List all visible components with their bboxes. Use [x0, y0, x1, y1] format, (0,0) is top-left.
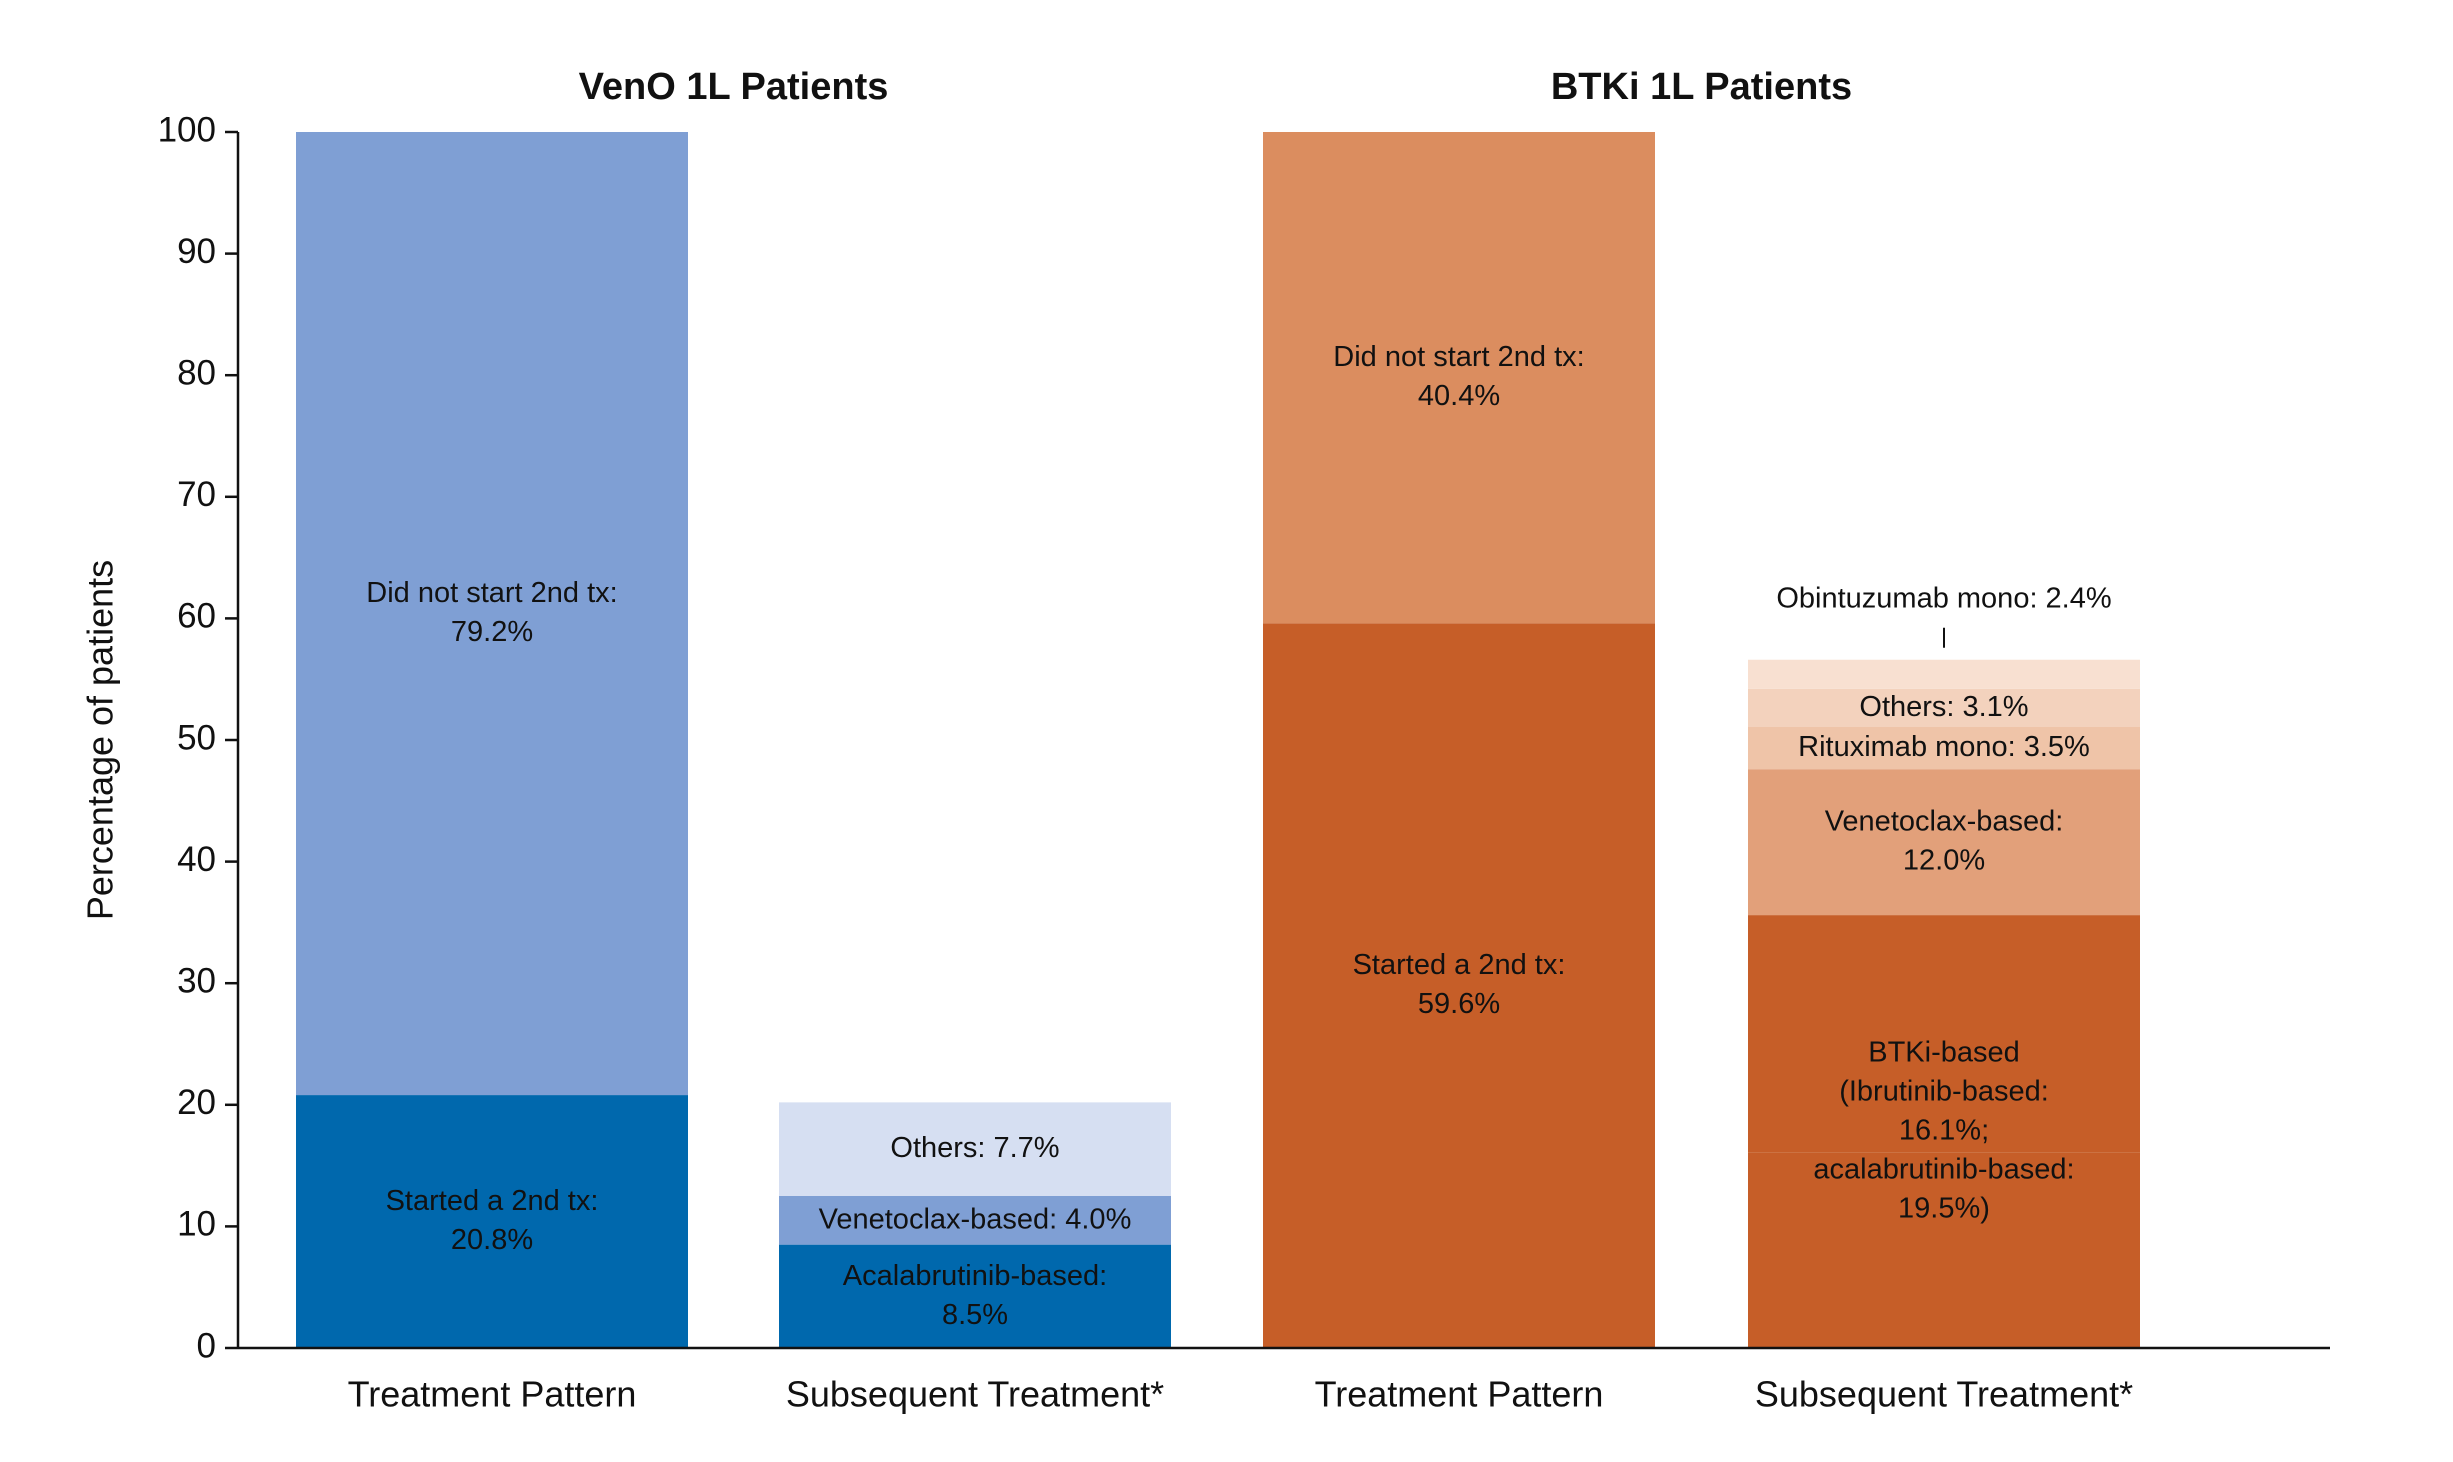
segment-label: 20.8%	[451, 1224, 533, 1256]
label-part: 16.1%;	[1899, 1114, 1989, 1146]
label-part: 3.5%	[2024, 731, 2090, 763]
label-part: Others:	[890, 1132, 985, 1164]
bar-segment	[1748, 726, 2140, 770]
segment-label: acalabrutinib-based:	[1813, 1153, 2074, 1185]
x-tick-label: Treatment Pattern	[348, 1374, 637, 1415]
segment-label: 79.2%	[451, 616, 533, 648]
label-part: Did not start 2nd tx:	[366, 577, 617, 609]
bar-segment	[779, 1102, 1171, 1196]
label-part: Acalabrutinib-based:	[843, 1259, 1107, 1291]
segment-label: (Ibrutinib-based:	[1839, 1075, 2049, 1107]
segment-label: Obintuzumab mono: 2.4%	[1776, 582, 2111, 614]
label-part: (Ibrutinib-based:	[1839, 1075, 2049, 1107]
segment-label: 19.5%)	[1898, 1192, 1990, 1224]
bar-segment	[1263, 623, 1655, 1348]
bar-segment	[1263, 132, 1655, 624]
segment-label: 16.1%;	[1899, 1114, 1989, 1146]
label-part: Obintuzumab mono:	[1776, 582, 2037, 614]
label-part: Did not start 2nd tx:	[1333, 341, 1584, 373]
label-part: BTKi-based	[1868, 1036, 2020, 1068]
label-part: Others:	[1859, 690, 1954, 722]
x-tick-label: Subsequent Treatment*	[786, 1374, 1164, 1415]
segment-label: Did not start 2nd tx:	[1333, 341, 1584, 373]
y-tick-label: 20	[177, 1083, 216, 1122]
label-part: Started a 2nd tx:	[386, 1185, 599, 1217]
label-part: 59.6%	[1418, 988, 1500, 1020]
label-part: Venetoclax-based:	[819, 1203, 1058, 1235]
label-part: 19.5%)	[1898, 1192, 1990, 1224]
label-part: 20.8%	[451, 1224, 533, 1256]
y-tick-label: 30	[177, 961, 216, 1000]
label-part: Started a 2nd tx:	[1353, 949, 1566, 981]
segment-label: Others: 7.7%	[890, 1132, 1059, 1164]
y-axis-label: Percentage of patients	[80, 560, 121, 920]
bar-segment	[1748, 915, 2140, 1153]
label-part: 8.5%	[942, 1298, 1008, 1330]
y-tick-label: 50	[177, 718, 216, 757]
label-part: Rituximab mono:	[1798, 731, 2016, 763]
y-tick-label: 0	[197, 1326, 216, 1365]
segment-label: Started a 2nd tx:	[1353, 949, 1566, 981]
y-tick-label: 80	[177, 353, 216, 392]
label-part: 3.1%	[1962, 690, 2028, 722]
segment-label: BTKi-based	[1868, 1036, 2020, 1068]
segment-label: 12.0%	[1903, 844, 1985, 876]
segment-label: 59.6%	[1418, 988, 1500, 1020]
segment-label: Others: 3.1%	[1859, 690, 2028, 722]
bar-segment	[779, 1244, 1171, 1348]
label-part: Venetoclax-based:	[1825, 805, 2064, 837]
segment-label: 8.5%	[942, 1298, 1008, 1330]
x-tick-label: Subsequent Treatment*	[1755, 1374, 2133, 1415]
segment-label: Acalabrutinib-based:	[843, 1259, 1107, 1291]
label-part: 4.0%	[1065, 1203, 1131, 1235]
y-tick-label: 40	[177, 840, 216, 879]
bar-segment	[1748, 1152, 2140, 1348]
label-part: 2.4%	[2046, 582, 2112, 614]
y-tick-label: 60	[177, 597, 216, 636]
label-part: acalabrutinib-based:	[1813, 1153, 2074, 1185]
segment-label: Venetoclax-based:	[1825, 805, 2064, 837]
segment-label: 40.4%	[1418, 380, 1500, 412]
segment-label: Started a 2nd tx:	[386, 1185, 599, 1217]
segment-label: Did not start 2nd tx:	[366, 577, 617, 609]
y-tick-label: 70	[177, 475, 216, 514]
y-tick-label: 90	[177, 232, 216, 271]
label-part: 12.0%	[1903, 844, 1985, 876]
bar-segment	[296, 1095, 688, 1348]
bar-segment	[1748, 769, 2140, 916]
segment-label: Venetoclax-based: 4.0%	[819, 1203, 1132, 1235]
bar-segment	[1748, 688, 2140, 727]
group-title: BTKi 1L Patients	[1551, 66, 1852, 108]
label-part: 7.7%	[993, 1132, 1059, 1164]
x-tick-label: Treatment Pattern	[1315, 1374, 1604, 1415]
group-title: VenO 1L Patients	[579, 66, 889, 108]
y-tick-label: 100	[158, 110, 216, 149]
label-part: 40.4%	[1418, 380, 1500, 412]
y-tick-label: 10	[177, 1205, 216, 1244]
bar-segment	[779, 1196, 1171, 1245]
bar-segment	[296, 132, 688, 1096]
label-part: 79.2%	[451, 616, 533, 648]
bar-segment	[1748, 659, 2140, 689]
segment-label: Rituximab mono: 3.5%	[1798, 731, 2090, 763]
